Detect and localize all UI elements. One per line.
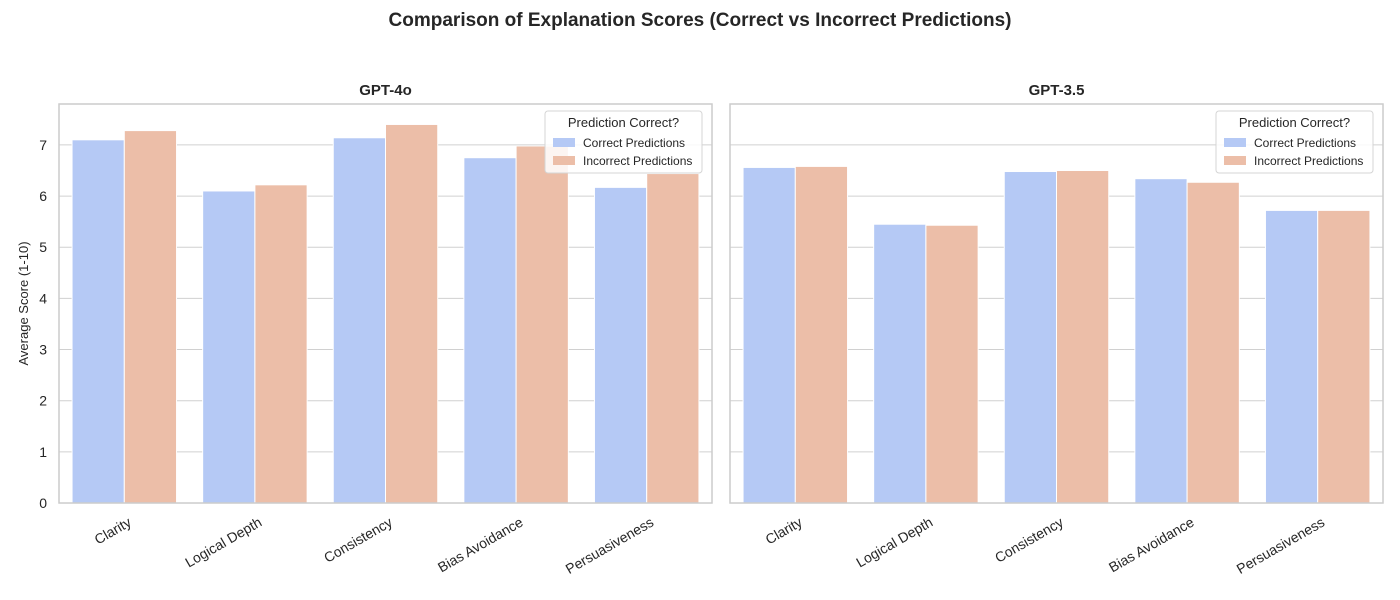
y-tick-label: 0 [39, 495, 47, 511]
bar-incorrect [925, 224, 979, 504]
bar-incorrect [515, 145, 569, 504]
y-tick-label: 5 [39, 239, 47, 255]
y-tick-label: 2 [39, 393, 47, 409]
x-tick-label: Clarity [91, 514, 133, 548]
bar-correct [332, 137, 387, 504]
legend-entry: Correct Predictions [1254, 136, 1356, 150]
chart-suptitle: Comparison of Explanation Scores (Correc… [389, 10, 1012, 31]
subplot-title: GPT-3.5 [1029, 82, 1085, 99]
axes-frame [58, 103, 713, 504]
legend-box [544, 110, 703, 174]
x-tick-label: Consistency [321, 514, 395, 566]
bar-correct [1134, 178, 1188, 504]
bar-correct [593, 186, 648, 504]
legend-swatch [1224, 138, 1246, 147]
legend: Prediction Correct? Correct Predictions In… [1215, 110, 1374, 174]
subplots: GPT-4o 0 1 2 3 4 5 6 7 Average Score (1-10) Clarit… [16, 82, 1384, 577]
legend-box [1215, 110, 1374, 174]
bar-incorrect [1056, 170, 1110, 504]
bar-correct [1264, 209, 1319, 504]
x-tick-label: Logical Depth [853, 514, 935, 571]
bar-incorrect [385, 123, 439, 504]
y-tick-label: 4 [39, 290, 47, 306]
legend-swatch [1224, 156, 1246, 165]
x-tick-label: Persuasiveness [1234, 514, 1328, 577]
subplot-1: GPT-4o 0 1 2 3 4 5 6 7 Average Score (1-10) Clarit… [16, 82, 713, 577]
x-tick-label: Clarity [762, 514, 804, 548]
legend-entry: Incorrect Predictions [1254, 154, 1363, 168]
y-tick-label: 1 [39, 444, 47, 460]
bar-correct [202, 190, 256, 504]
y-tick-label: 7 [39, 137, 47, 153]
legend: Prediction Correct? Correct Predictions In… [544, 110, 703, 174]
bar-correct [742, 166, 796, 504]
bar-incorrect [254, 184, 308, 504]
legend-entry: Correct Predictions [583, 136, 685, 150]
subplot-title: GPT-4o [359, 82, 412, 99]
bar-correct [71, 139, 125, 504]
bar-incorrect [123, 130, 178, 504]
y-axis-label: Average Score (1-10) [16, 241, 31, 365]
legend-title: Prediction Correct? [1239, 115, 1350, 130]
y-tick-label: 3 [39, 342, 47, 358]
legend-swatch [553, 156, 575, 165]
bar-incorrect [646, 173, 700, 504]
bar-incorrect [1317, 209, 1371, 504]
bar-correct [1003, 171, 1058, 504]
axes-frame [729, 103, 1384, 504]
legend-entry: Incorrect Predictions [583, 154, 692, 168]
bar-correct [873, 223, 927, 504]
x-tick-label: Persuasiveness [563, 514, 657, 577]
bar-incorrect [794, 165, 849, 504]
x-tick-label: Bias Avoidance [435, 514, 526, 576]
x-tick-label: Logical Depth [182, 514, 264, 571]
legend-title: Prediction Correct? [568, 115, 679, 130]
x-tick-label: Bias Avoidance [1106, 514, 1197, 576]
bar-correct [463, 157, 517, 504]
x-tick-label: Consistency [992, 514, 1066, 566]
bar-incorrect [1186, 181, 1240, 504]
legend-swatch [553, 138, 575, 147]
subplot-2: GPT-3.5 Clarity Logical Depth Consistency Bi… [729, 82, 1384, 577]
y-tick-label: 6 [39, 188, 47, 204]
